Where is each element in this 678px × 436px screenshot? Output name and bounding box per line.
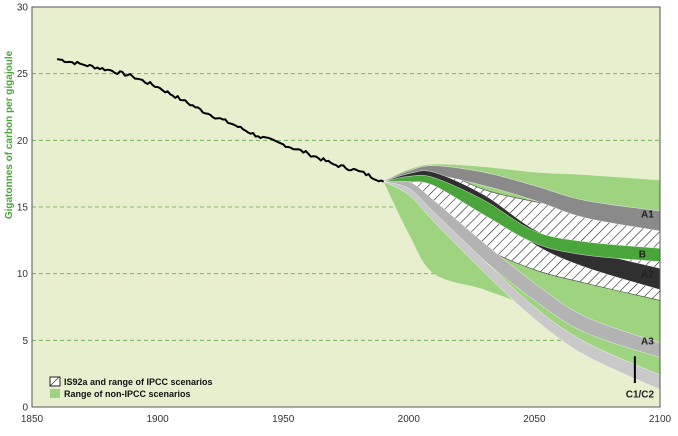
y-ticks: 0 5 10 15 20 25 30 [17, 3, 29, 414]
series-band-c1-c2 [383, 181, 660, 390]
lines [56, 58, 636, 383]
x-ticks: 1850 1900 1950 2000 2050 2100 [21, 414, 672, 425]
series-labels: A1 B A2 A3 C1/C2 [626, 210, 655, 401]
y-tick-15: 15 [17, 203, 29, 214]
y-tick-30: 30 [17, 3, 29, 14]
series-label-b: B [639, 250, 646, 261]
x-tick-1850: 1850 [21, 414, 44, 425]
x-tick-2050: 2050 [523, 414, 546, 425]
legend-swatch-ipcc [49, 376, 61, 387]
y-tick-10: 10 [17, 269, 29, 280]
y-tick-25: 25 [17, 69, 29, 80]
x-tick-1900: 1900 [146, 414, 169, 425]
x-tick-1950: 1950 [272, 414, 295, 425]
series-label-a1: A1 [641, 210, 654, 221]
areas [382, 164, 660, 390]
y-tick-0: 0 [22, 403, 28, 414]
y-tick-20: 20 [17, 136, 29, 147]
series-band-b [383, 175, 660, 262]
y-tick-5: 5 [22, 336, 28, 347]
plot-frame [31, 6, 661, 408]
series-label-c1-c2: C1/C2 [626, 390, 655, 401]
legend: IS92a and range of IPCC scenarios Range … [49, 376, 213, 399]
series-label-a3: A3 [641, 336, 654, 347]
x-tick-2000: 2000 [398, 414, 421, 425]
y-axis-label: Gigatonnes of carbon per gigajoule [4, 50, 15, 219]
legend-label-non-ipcc: Range of non-IPCC scenarios [64, 389, 191, 399]
legend-label-ipcc: IS92a and range of IPCC scenarios [64, 377, 213, 387]
legend-swatch-non-ipcc [50, 389, 60, 398]
x-tick-2100: 2100 [649, 414, 672, 425]
historical-line [56, 58, 385, 183]
series-label-a2: A2 [641, 270, 654, 281]
